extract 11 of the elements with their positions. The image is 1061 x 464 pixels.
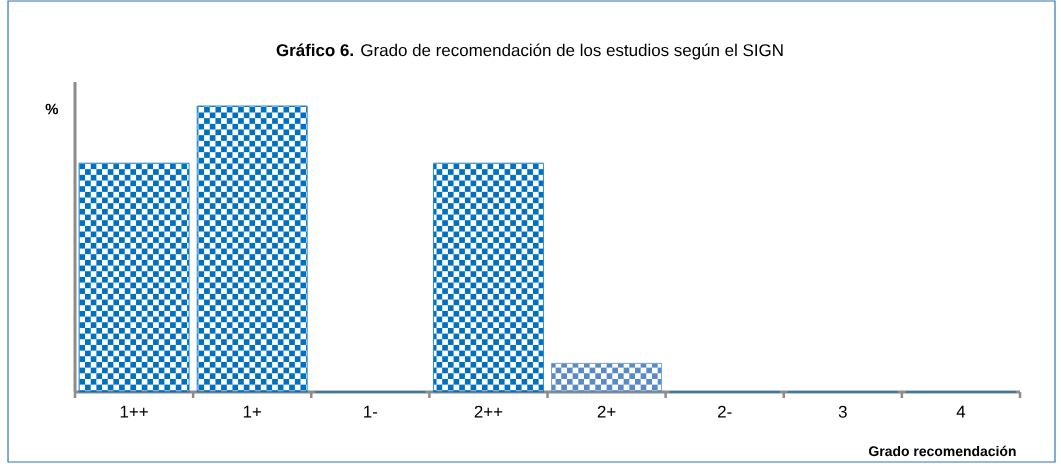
x-tick-label: 1+ [243,405,262,418]
x-tick-label: 2+ [597,405,616,418]
x-tick-label: 2++ [474,405,503,418]
y-axis-title: % [45,103,59,115]
x-tick-label: 2- [718,405,732,418]
x-tick-label: 1++ [120,405,148,418]
x-tick-label: 3 [838,405,847,418]
x-tick-label: 4 [956,405,966,418]
x-axis-title: Grado recomendación [869,445,1016,457]
x-tick-label: 1- [364,405,378,418]
chart-title: Gráfico 6. Grado de recomendación de los estudios según el SIGN [276,43,783,60]
